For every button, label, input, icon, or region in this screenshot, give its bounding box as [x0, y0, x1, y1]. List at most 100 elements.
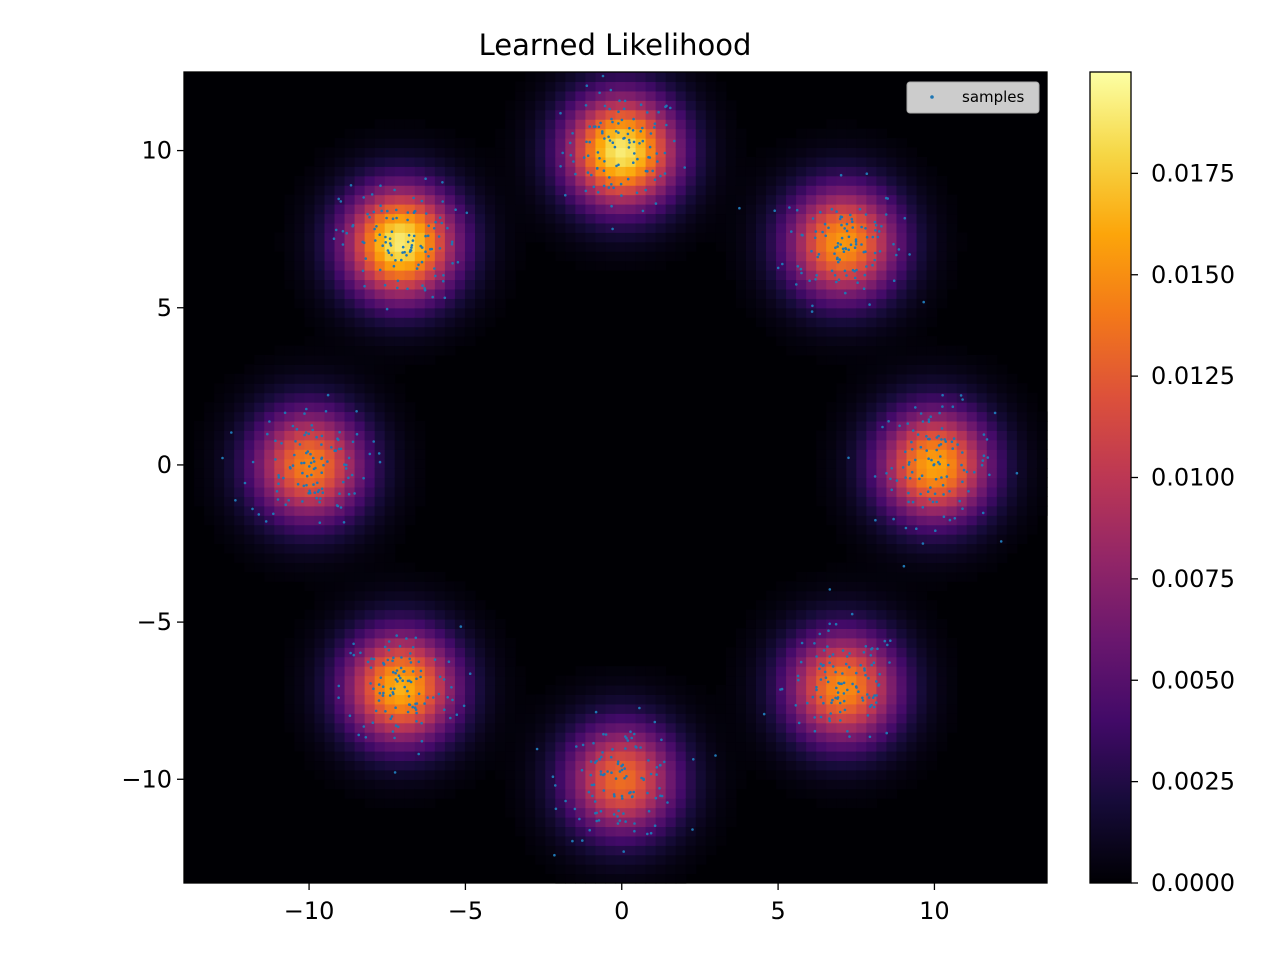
sample-point: [867, 696, 871, 699]
heatmap-cell: [806, 637, 817, 648]
sample-point: [407, 695, 411, 698]
heatmap-cell: [545, 703, 556, 714]
heatmap-cell: [304, 722, 316, 733]
heatmap-cell: [444, 185, 456, 196]
heatmap-cell: [364, 779, 376, 790]
heatmap-cell: [294, 364, 306, 375]
heatmap-cell: [796, 194, 807, 205]
heatmap-cell: [776, 637, 787, 648]
heatmap-cell: [424, 647, 436, 658]
heatmap-cell: [766, 166, 777, 177]
sample-point: [334, 449, 338, 452]
sample-point: [962, 468, 966, 472]
heatmap-cell: [344, 439, 356, 450]
sample-point: [655, 766, 659, 769]
sample-point: [815, 655, 818, 658]
heatmap-cell: [776, 779, 787, 790]
heatmap-cell: [816, 628, 827, 639]
sample-point: [595, 819, 598, 823]
heatmap-cell: [294, 270, 306, 281]
heatmap-cell: [665, 185, 677, 196]
heatmap-cell: [645, 138, 657, 149]
heatmap-cell: [896, 637, 908, 648]
heatmap-cell: [735, 684, 747, 695]
heatmap-cell: [745, 185, 757, 196]
heatmap-cell: [856, 185, 867, 196]
heatmap-cell: [384, 373, 396, 384]
heatmap-cell: [675, 194, 687, 205]
sample-point: [449, 716, 452, 720]
heatmap-cell: [224, 392, 235, 403]
heatmap-cell: [434, 590, 446, 601]
heatmap-cell: [996, 411, 1008, 422]
sample-point: [847, 456, 850, 460]
heatmap-cell: [906, 383, 918, 394]
heatmap-cell: [675, 166, 687, 177]
heatmap-cell: [464, 618, 476, 629]
heatmap-cell: [836, 449, 847, 460]
heatmap-cell: [444, 270, 456, 281]
heatmap-cell: [866, 779, 877, 790]
heatmap-cell: [826, 713, 837, 724]
sample-point: [582, 156, 586, 159]
heatmap-cell: [434, 769, 446, 780]
heatmap-cell: [675, 788, 687, 799]
heatmap-cell: [304, 618, 316, 629]
heatmap-cell: [505, 694, 516, 705]
heatmap-cell: [926, 694, 938, 705]
heatmap-cell: [304, 411, 316, 422]
heatmap-cell: [274, 534, 285, 545]
heatmap-cell: [906, 430, 918, 441]
heatmap-cell: [725, 251, 737, 262]
heatmap-cell: [555, 185, 566, 196]
heatmap-cell: [545, 732, 556, 743]
heatmap-cell: [374, 741, 386, 752]
heatmap-cell: [525, 835, 536, 846]
heatmap-cell: [866, 656, 877, 667]
heatmap-cell: [926, 213, 938, 224]
heatmap-cell: [755, 194, 767, 205]
heatmap-cell: [776, 147, 787, 158]
heatmap-cell: [585, 666, 597, 677]
heatmap-cell: [444, 166, 456, 177]
sample-point: [608, 176, 611, 179]
heatmap-cell: [816, 732, 827, 743]
heatmap-cell: [766, 684, 777, 695]
heatmap-cell: [555, 72, 566, 83]
sample-point: [714, 754, 717, 757]
heatmap-cell: [645, 119, 657, 130]
heatmap-cell: [886, 722, 898, 733]
sample-point: [277, 482, 280, 486]
heatmap-cell: [936, 562, 948, 573]
heatmap-cell: [796, 288, 807, 299]
sample-point: [632, 161, 635, 164]
heatmap-cell: [274, 411, 285, 422]
heatmap-cell: [364, 345, 376, 356]
heatmap-cell: [384, 326, 396, 337]
heatmap-cell: [866, 732, 877, 743]
heatmap-cell: [595, 251, 607, 262]
heatmap-cell: [896, 666, 908, 677]
heatmap-cell: [334, 307, 346, 318]
sample-point: [334, 228, 338, 232]
heatmap-cell: [334, 534, 346, 545]
heatmap-cell: [264, 468, 275, 479]
sample-point: [811, 217, 815, 220]
heatmap-cell: [675, 732, 687, 743]
heatmap-cell: [836, 477, 847, 488]
heatmap-cell: [896, 241, 908, 252]
sample-point: [633, 732, 636, 736]
heatmap-cell: [234, 449, 245, 460]
heatmap-cell: [826, 307, 837, 318]
heatmap-cell: [836, 505, 847, 516]
heatmap-cell: [424, 336, 436, 347]
heatmap-cell: [725, 713, 737, 724]
sample-point: [586, 154, 590, 157]
heatmap-cell: [214, 392, 225, 403]
heatmap-cell: [344, 581, 356, 592]
heatmap-cell: [906, 402, 918, 413]
heatmap-cell: [886, 166, 898, 177]
heatmap-cell: [735, 194, 747, 205]
heatmap-cell: [214, 449, 225, 460]
sample-point: [396, 725, 400, 729]
